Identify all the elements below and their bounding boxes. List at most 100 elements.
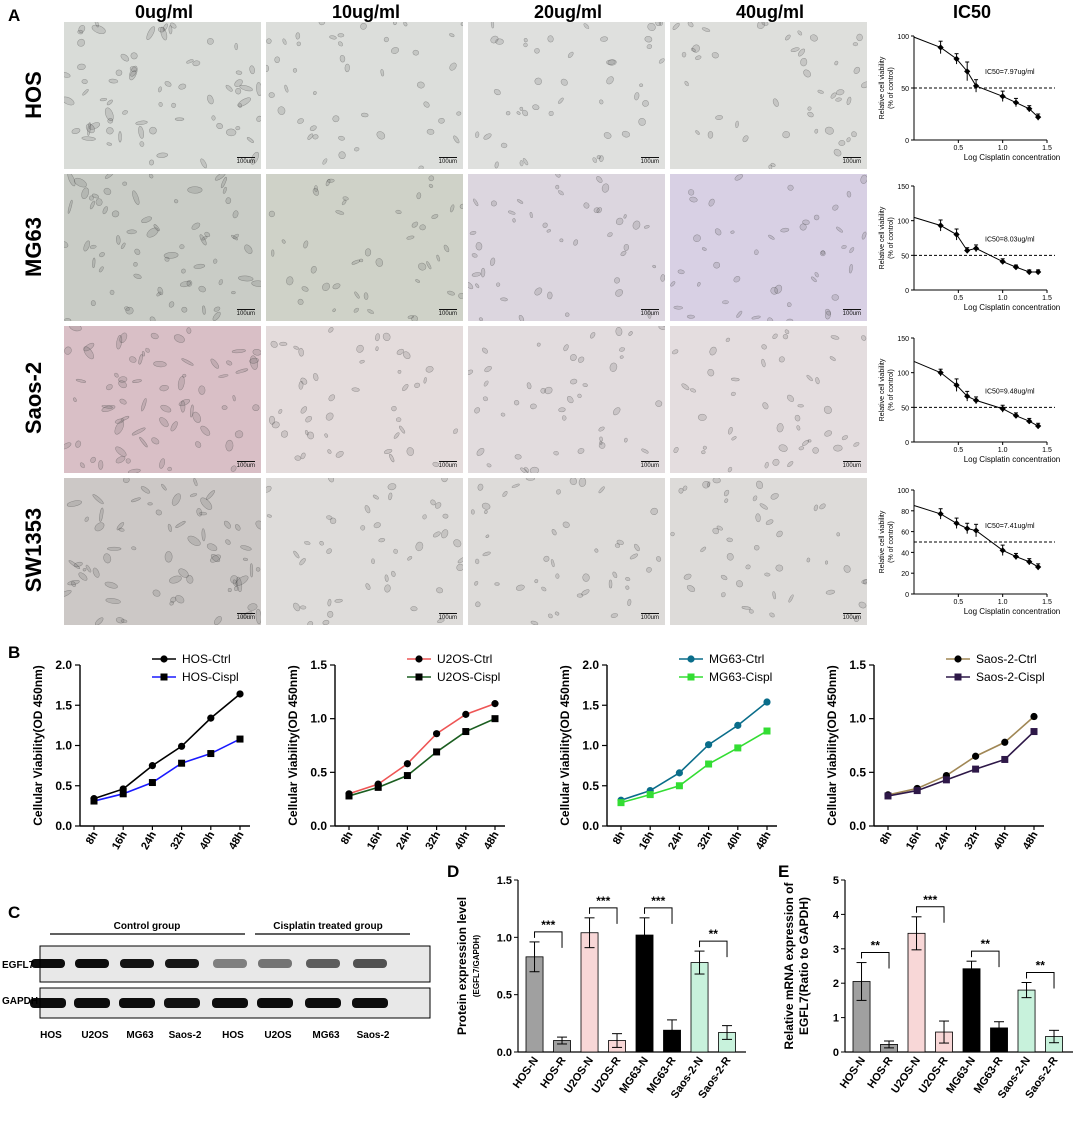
cell-shape <box>68 560 81 569</box>
cell-shape <box>436 254 441 262</box>
cell-shape <box>553 450 559 456</box>
x-tick-label: 48h <box>754 829 774 850</box>
cell-shape <box>801 439 810 446</box>
cell-shape <box>293 602 301 612</box>
cell-shape <box>131 546 137 551</box>
data-point <box>763 698 771 706</box>
lane-label: U2OS <box>81 1030 109 1041</box>
cell-texture <box>64 174 261 321</box>
cell-texture <box>672 329 867 473</box>
cell-shape <box>278 409 283 414</box>
cell-shape <box>656 556 662 562</box>
data-point <box>705 760 713 768</box>
cell-shape <box>582 383 588 387</box>
y-tick-label: 100 <box>897 34 909 41</box>
cell-shape <box>249 357 259 364</box>
cell-shape <box>577 393 582 398</box>
cell-shape <box>803 69 811 78</box>
bar <box>907 932 926 1053</box>
cell-shape <box>266 64 270 72</box>
cell-shape <box>787 184 794 191</box>
cell-shape <box>730 377 740 382</box>
cell-shape <box>138 354 143 365</box>
cell-shape <box>403 22 408 27</box>
cell-shape <box>726 537 733 543</box>
cell-shape <box>712 527 720 535</box>
cell-shape <box>841 435 848 441</box>
cell-shape <box>227 588 232 592</box>
cell-shape <box>778 444 788 452</box>
cell-shape <box>730 230 735 234</box>
cell-shape <box>64 442 72 450</box>
cell-shape <box>130 497 141 503</box>
cell-shape <box>116 235 121 245</box>
cell-shape <box>494 161 499 169</box>
y-tick-label: 0 <box>905 138 909 145</box>
cell-shape <box>221 405 228 410</box>
cell-shape <box>418 262 427 271</box>
cell-shape <box>200 425 211 436</box>
x-tick-label: 16h <box>637 829 657 850</box>
cell-shape <box>376 131 386 140</box>
y-tick-label: 1.0 <box>55 739 72 753</box>
protein-bar-chart: 0.0 0.5 1.0 1.5 Protein expression level (EGF… <box>455 875 746 1101</box>
cell-shape <box>548 613 553 619</box>
cell-shape <box>177 376 185 391</box>
cell-shape <box>179 280 192 288</box>
cell-shape <box>201 236 208 241</box>
y-tick-label: 0 <box>905 288 909 295</box>
cell-shape <box>162 23 168 31</box>
row-label-mg63: MG63 <box>21 217 46 277</box>
cell-shape <box>153 224 160 232</box>
cell-shape <box>798 48 806 57</box>
data-point <box>236 690 244 698</box>
cell-shape <box>558 97 564 104</box>
cell-shape <box>98 266 104 273</box>
cell-shape <box>268 210 275 218</box>
cell-shape <box>593 207 600 213</box>
cell-shape <box>833 148 842 157</box>
cell-shape <box>782 334 789 340</box>
ic50-chart-saos2: 0 50 100 150 0.5 1.0 1.5 IC50=9.48ug/ml Relative… <box>879 336 1060 464</box>
cell-shape <box>578 478 587 487</box>
cell-shape <box>569 478 577 486</box>
cell-shape <box>681 51 687 58</box>
cell-shape <box>646 567 652 573</box>
cell-shape <box>198 285 206 293</box>
data-point <box>491 700 499 708</box>
cell-shape <box>134 248 141 255</box>
group-label-cisplatin: Cisplatin treated group <box>273 921 382 932</box>
cell-shape <box>94 22 99 28</box>
egfl7-band <box>165 959 199 968</box>
cell-shape <box>434 502 442 509</box>
cell-texture <box>672 22 867 169</box>
cell-shape <box>149 159 155 166</box>
cell-shape <box>196 508 203 517</box>
lane-label: U2OS <box>264 1030 292 1041</box>
cell-shape <box>344 63 350 73</box>
cell-shape <box>232 579 238 587</box>
cell-shape <box>697 282 701 287</box>
cell-shape <box>502 491 508 497</box>
cell-shape <box>105 598 121 604</box>
cell-shape <box>762 402 769 410</box>
cell-shape <box>756 480 763 490</box>
cell-shape <box>599 155 604 162</box>
y-tick-label: 1 <box>833 1013 839 1025</box>
legend-marker <box>687 673 695 681</box>
cell-shape <box>231 234 238 241</box>
legend-label: HOS-Cispl <box>182 670 239 684</box>
cell-shape <box>493 88 501 96</box>
cell-shape <box>800 57 808 67</box>
cell-shape <box>770 493 779 500</box>
data-point <box>1012 264 1020 271</box>
scale-bar-label: 100um <box>842 463 861 469</box>
cell-shape <box>583 23 590 29</box>
cell-shape <box>836 89 845 96</box>
cell-shape <box>544 386 553 395</box>
cell-shape <box>858 601 867 609</box>
data-point <box>148 779 156 787</box>
cell-shape <box>658 22 663 26</box>
cell-shape <box>126 229 137 235</box>
cell-shape <box>170 596 177 603</box>
